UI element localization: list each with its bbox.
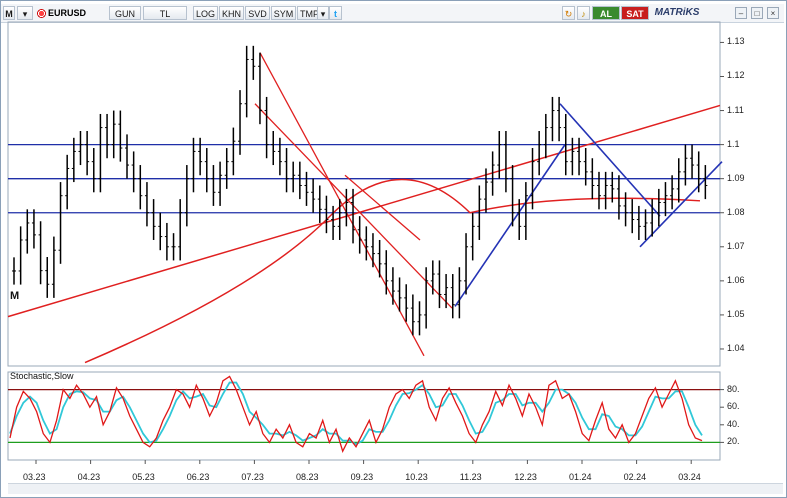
moving-average-line	[84, 178, 701, 364]
brand-logo: MATRiKS	[654, 7, 700, 18]
date-axis-label: 09.23	[350, 472, 374, 482]
date-axis-label: 12.23	[514, 472, 537, 482]
falling-channel-mid	[344, 174, 421, 241]
chevron-down-icon[interactable]: ▾	[317, 6, 329, 20]
stoch-axis-label: 60.	[727, 401, 740, 412]
date-axis-label: 08.23	[296, 472, 319, 482]
price-axis-label: 1.12	[727, 70, 745, 81]
symbol-label: EURUSD	[48, 8, 87, 18]
scale-button-log[interactable]: LOG	[193, 6, 218, 20]
bell-icon[interactable]: ♪	[577, 6, 590, 20]
falling-channel-upper	[259, 52, 425, 357]
price-axis-label: 1.1	[727, 138, 740, 149]
minimize-button[interactable]: –	[735, 7, 747, 19]
price-axis-label: 1.08	[727, 206, 745, 217]
date-axis-label: 03.23	[23, 472, 46, 482]
symbol-search-icon[interactable]: ▾	[17, 6, 33, 20]
stochastic-panel-frame	[7, 371, 721, 461]
date-axis-label: 11.23	[459, 472, 482, 482]
price-axis-label: 1.06	[727, 274, 745, 285]
rising-trendline-blue-2	[639, 161, 723, 248]
stoch-k-line	[9, 375, 703, 453]
date-axis-label: 02.24	[623, 472, 647, 482]
button-tmp[interactable]: TMP	[297, 6, 322, 20]
stoch-axis-label: 20.	[727, 436, 740, 447]
refresh-icon[interactable]: ↻	[562, 6, 575, 20]
date-axis-label: 04.23	[77, 472, 101, 482]
stoch-axis-label: 40.	[727, 418, 740, 429]
rising-trendline-blue	[454, 144, 566, 307]
date-axis-label: 03.24	[678, 472, 701, 482]
stoch-axis-label: 80.	[727, 383, 740, 394]
price-axis-label: 1.11	[727, 104, 744, 115]
date-axis-label: 10.23	[405, 472, 428, 482]
date-axis-label: 06.23	[186, 472, 210, 482]
price-panel-frame	[7, 21, 721, 367]
period-button-gun[interactable]: GUN	[109, 6, 141, 20]
currency-button-tl[interactable]: TL	[143, 6, 187, 20]
date-axis-label: 05.23	[132, 472, 155, 482]
stochastic-title: Stochastic,Slow	[10, 371, 74, 381]
stoch-d-line	[9, 381, 703, 446]
price-axis-label: 1.13	[727, 36, 745, 47]
button-khn[interactable]: KHN	[219, 6, 244, 20]
flag-icon	[37, 9, 46, 19]
corner-label: M	[10, 290, 19, 302]
button-sym[interactable]: SYM	[271, 6, 296, 20]
price-axis-label: 1.09	[727, 172, 745, 183]
date-axis-label: 01.24	[569, 472, 592, 482]
maximize-button[interactable]: □	[751, 7, 763, 19]
horizontal-scrollbar[interactable]	[8, 483, 783, 494]
sell-button[interactable]: SAT	[621, 6, 649, 20]
buy-button[interactable]: AL	[592, 6, 620, 20]
menu-button[interactable]: M	[3, 6, 15, 20]
falling-trendline-blue	[559, 103, 661, 217]
close-button[interactable]: ×	[767, 7, 779, 19]
twitter-icon[interactable]: t	[329, 6, 342, 20]
symbol-selector[interactable]: EURUSD	[35, 6, 86, 20]
toolbar: M ▾ EURUSD GUN TL LOG KHN SVD SYM TMP ▾ …	[1, 4, 784, 23]
price-axis-label: 1.05	[727, 308, 745, 319]
price-axis-label: 1.07	[727, 240, 745, 251]
price-axis-label: 1.04	[727, 342, 745, 353]
button-svd[interactable]: SVD	[245, 6, 270, 20]
ascending-trendline	[7, 104, 721, 318]
date-axis-label: 07.23	[241, 472, 264, 482]
